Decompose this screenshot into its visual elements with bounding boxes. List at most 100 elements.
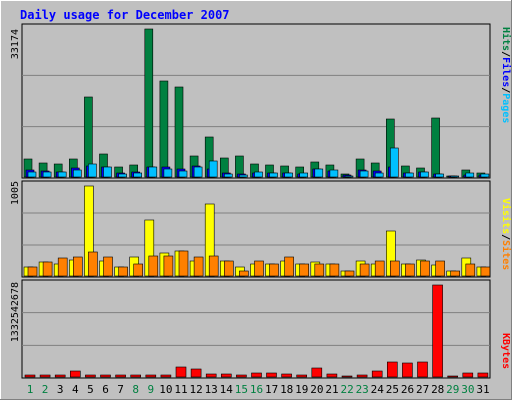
hits-panel-bar-pages-day-10: [163, 168, 173, 178]
visits-panel-bar-sites-day-12: [193, 256, 204, 277]
visits-panel-bar-sites-day-24: [374, 260, 385, 277]
legend-visits: Visits: [500, 198, 512, 234]
visits-panel-bar-sites-day-1: [27, 266, 38, 277]
hits-panel-bar-pages-day-3: [57, 171, 67, 178]
hits-panel-bar-pages-day-20: [314, 168, 324, 178]
visits-panel-bar-sites-day-21: [329, 263, 340, 277]
hits-panel-bar-pages-day-22: [344, 175, 354, 178]
visits-panel-bar-sites-day-29: [450, 270, 461, 277]
kbytes-panel-bar-kbytes-day-14: [221, 373, 232, 378]
hits-panel-bar-pages-day-24: [374, 172, 384, 178]
visits-panel-bar-sites-day-10: [163, 255, 174, 277]
kbytes-panel-bar-kbytes-day-12: [190, 368, 202, 378]
visits-panel-bar-sites-day-20: [314, 263, 325, 277]
legend-sep-3: /: [500, 234, 511, 240]
hits-panel-bar-pages-day-23: [359, 170, 369, 178]
kbytes-panel-bar-kbytes-day-10: [160, 374, 172, 378]
hits-panel-bar-pages-day-19: [299, 172, 309, 178]
day-label-14: 14: [220, 383, 234, 396]
hits-panel-bar-pages-day-30: [465, 172, 475, 178]
day-label-26: 26: [401, 383, 414, 396]
hits-panel-bar-hits-day-10: [159, 80, 169, 178]
kbytes-panel-bar-kbytes-day-24: [371, 370, 383, 378]
kbytes-panel-bar-kbytes-day-16: [251, 372, 262, 378]
day-label-29: 29: [446, 383, 459, 396]
kbytes-panel-bar-kbytes-day-20: [311, 367, 323, 378]
hits-panel-bar-pages-day-5: [88, 163, 97, 178]
legend-sep-2: /: [500, 87, 511, 93]
hits-panel-bar-pages-day-4: [73, 169, 82, 178]
hits-ymax-label: 33174: [10, 29, 21, 59]
hits-panel-bar-pages-day-8: [133, 172, 142, 178]
day-label-21: 21: [325, 383, 338, 396]
hits-panel-bar-pages-day-25: [389, 147, 399, 178]
kbytes-panel-bar-kbytes-day-11: [175, 366, 187, 378]
hits-panel-bar-pages-day-6: [103, 166, 112, 178]
day-label-25: 25: [386, 383, 399, 396]
day-label-20: 20: [310, 383, 323, 396]
day-label-28: 28: [431, 383, 444, 396]
day-label-7: 7: [117, 383, 124, 396]
legend-pages: Pages: [500, 93, 511, 123]
visits-panel-bar-sites-day-7: [118, 266, 128, 277]
kbytes-panel-bar-kbytes-day-9: [145, 374, 157, 378]
visits-panel-bar-sites-day-15: [239, 270, 249, 277]
visits-panel-bar-sites-day-8: [133, 263, 143, 277]
visits-panel-bar-sites-day-14: [224, 260, 234, 277]
kbytes-panel-bar-kbytes-day-21: [326, 373, 338, 378]
kbytes-panel-bar-kbytes-day-29: [447, 375, 459, 378]
kbytes-panel-bar-kbytes-day-6: [100, 374, 111, 378]
kbytes-panel-bar-kbytes-day-27: [417, 361, 428, 378]
hits-files-pages-legend: Hits/Files/Pages: [500, 27, 512, 123]
hits-panel-bar-pages-day-29: [450, 175, 460, 178]
hits-panel-bar-pages-day-18: [284, 172, 293, 178]
visits-panel-bar-sites-day-27: [420, 260, 430, 277]
kbytes-panel-bar-kbytes-day-18: [281, 373, 292, 378]
day-label-27: 27: [416, 383, 429, 396]
day-label-1: 1: [27, 383, 34, 396]
kbytes-panel-bar-kbytes-day-26: [402, 362, 413, 378]
legend-files: Files: [500, 57, 512, 87]
hits-panel-bar-pages-day-28: [435, 173, 444, 178]
day-label-13: 13: [205, 383, 218, 396]
hits-panel-bar-pages-day-15: [239, 174, 248, 178]
chart-title: Daily usage for December 2007: [20, 8, 230, 22]
hits-panel-bar-pages-day-12: [193, 166, 203, 178]
visits-sites-panel: [21, 180, 491, 278]
kbytes-panel-bar-kbytes-day-3: [54, 374, 66, 378]
kbytes-panel-bar-kbytes-day-2: [39, 374, 51, 378]
kbytes-panel-plot-area: [21, 279, 491, 379]
kbytes-legend: KBytes: [500, 333, 511, 369]
visits-panel-bar-sites-day-30: [465, 263, 476, 277]
visits-ymax-label: 1005: [10, 181, 21, 205]
day-label-19: 19: [295, 383, 308, 396]
visits-panel-bar-sites-day-6: [103, 256, 113, 277]
day-label-2: 2: [42, 383, 49, 396]
hits-panel-bar-pages-day-16: [254, 171, 263, 178]
visits-sites-legend: Visits/Sites: [500, 198, 512, 270]
kbytes-panel-bar-kbytes-day-22: [341, 375, 353, 378]
kbytes-panel-bar-kbytes-day-25: [386, 361, 398, 378]
hits-panel-bar-hits-day-11: [174, 86, 184, 178]
visits-panel-bar-sites-day-28: [435, 260, 445, 277]
visits-panel-bar-sites-day-9: [148, 255, 159, 277]
kbytes-panel-bar-kbytes-day-4: [70, 370, 81, 378]
visits-panel-bar-sites-day-17: [269, 263, 279, 277]
hits-panel-bar-pages-day-21: [329, 169, 339, 178]
day-axis-labels: 1 2 3 4 5 6 7 8 9 10 11 12 13 14 15 16 17 18 19 20 21 22 23 24 2…: [27, 383, 490, 396]
kbytes-panel-bar-kbytes-day-13: [205, 373, 217, 378]
kbytes-panel-bar-kbytes-day-31: [477, 372, 489, 378]
kbytes-panel-bar-kbytes-day-17: [266, 372, 277, 378]
day-label-24: 24: [371, 383, 385, 396]
hits-panel-bar-pages-day-31: [480, 173, 490, 178]
day-label-23: 23: [356, 383, 369, 396]
day-label-16: 16: [250, 383, 263, 396]
visits-panel-bar-sites-day-31: [480, 266, 491, 277]
hits-panel-bar-pages-day-9: [148, 166, 158, 178]
hits-panel-bar-pages-day-13: [208, 160, 218, 178]
visits-panel-bar-sites-day-25: [389, 260, 400, 277]
hits-files-pages-panel: [21, 23, 491, 179]
kbytes-panel-bar-kbytes-day-5: [85, 374, 96, 378]
kbytes-panel-bar-kbytes-day-28: [432, 284, 443, 378]
day-label-22: 22: [340, 383, 353, 396]
